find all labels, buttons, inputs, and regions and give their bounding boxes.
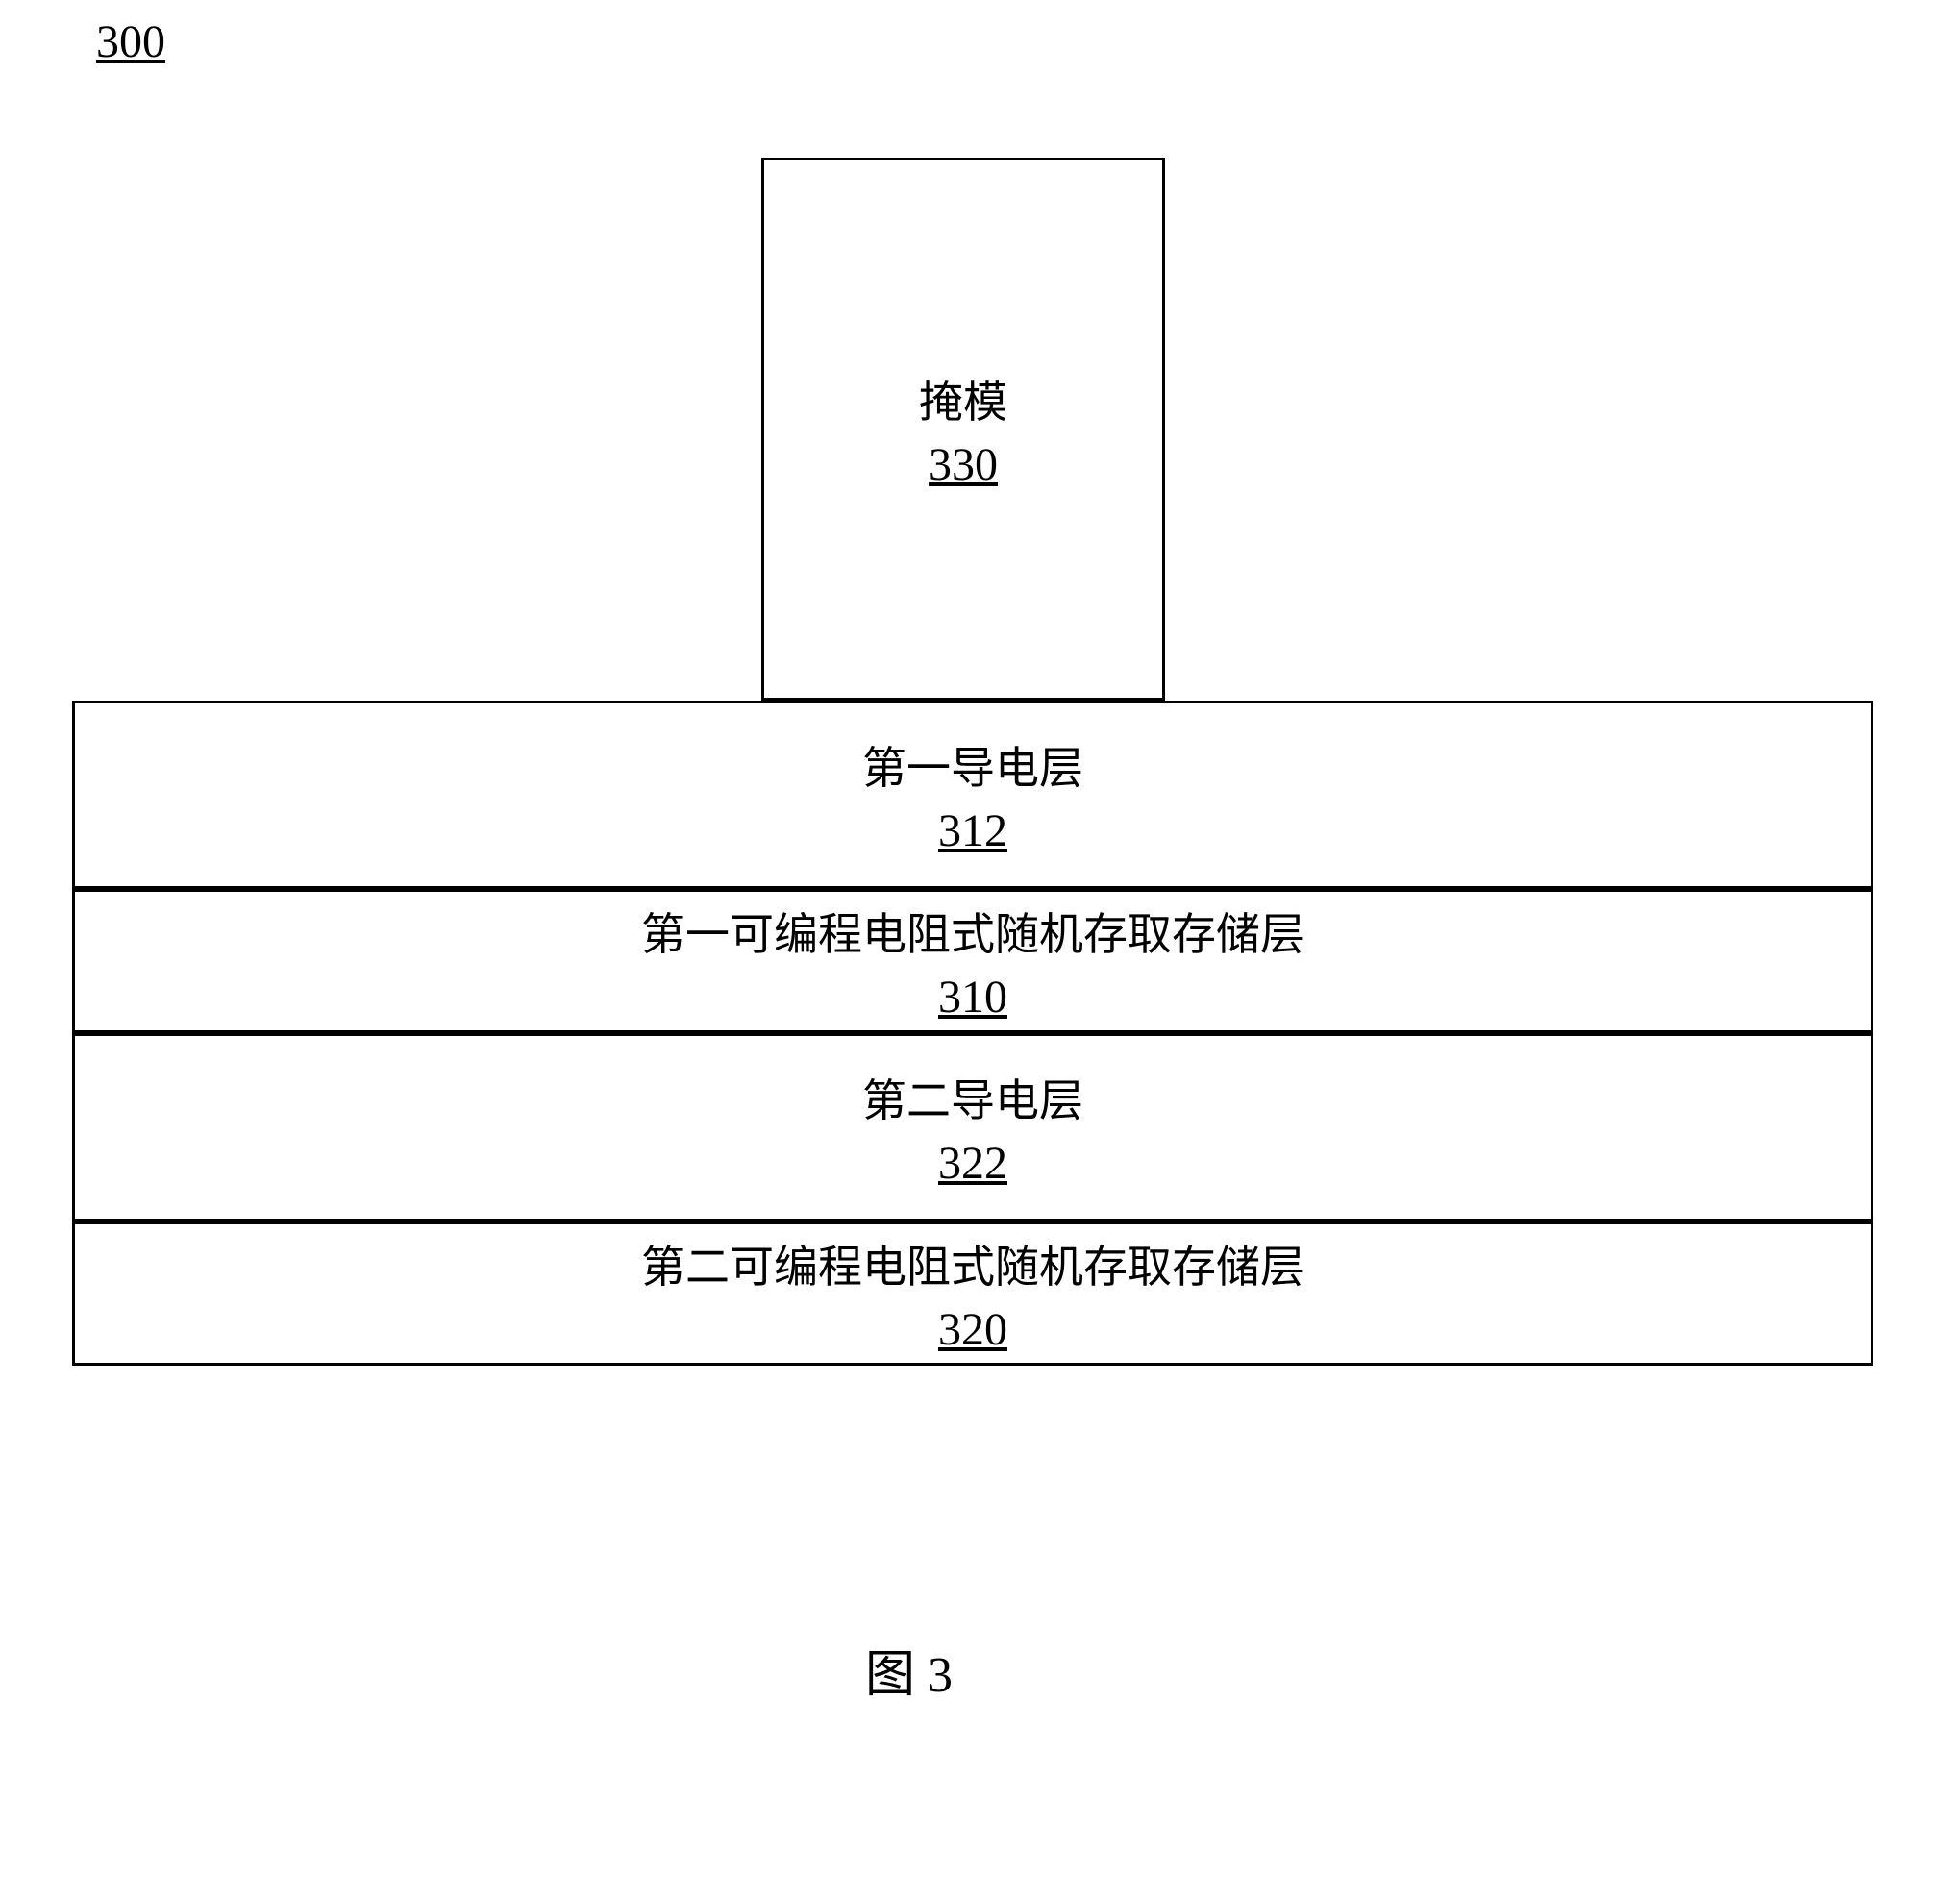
layer-block-0: 第一导电层 312 xyxy=(72,701,1873,889)
layer-title-0: 第一导电层 xyxy=(862,733,1083,797)
layer-title-1: 第一可编程电阻式随机存取存储层 xyxy=(641,900,1304,963)
mask-title: 掩模 xyxy=(919,367,1007,431)
layer-block-1: 第一可编程电阻式随机存取存储层 310 xyxy=(72,889,1873,1033)
layer-block-2: 第二导电层 322 xyxy=(72,1033,1873,1221)
figure-caption: 图 3 xyxy=(865,1634,953,1706)
layer-ref-3: 320 xyxy=(938,1303,1007,1356)
layer-ref-0: 312 xyxy=(938,804,1007,857)
layer-ref-1: 310 xyxy=(938,971,1007,1023)
mask-block: 掩模 330 xyxy=(761,158,1165,701)
figure-reference-label: 300 xyxy=(96,15,165,68)
layer-block-3: 第二可编程电阻式随机存取存储层 320 xyxy=(72,1221,1873,1366)
caption-text: 图 3 xyxy=(865,1648,953,1703)
mask-ref: 330 xyxy=(929,438,998,491)
layer-ref-2: 322 xyxy=(938,1137,1007,1190)
layer-title-2: 第二导电层 xyxy=(862,1066,1083,1129)
figure-ref-text: 300 xyxy=(96,16,165,67)
layer-title-3: 第二可编程电阻式随机存取存储层 xyxy=(641,1232,1304,1295)
